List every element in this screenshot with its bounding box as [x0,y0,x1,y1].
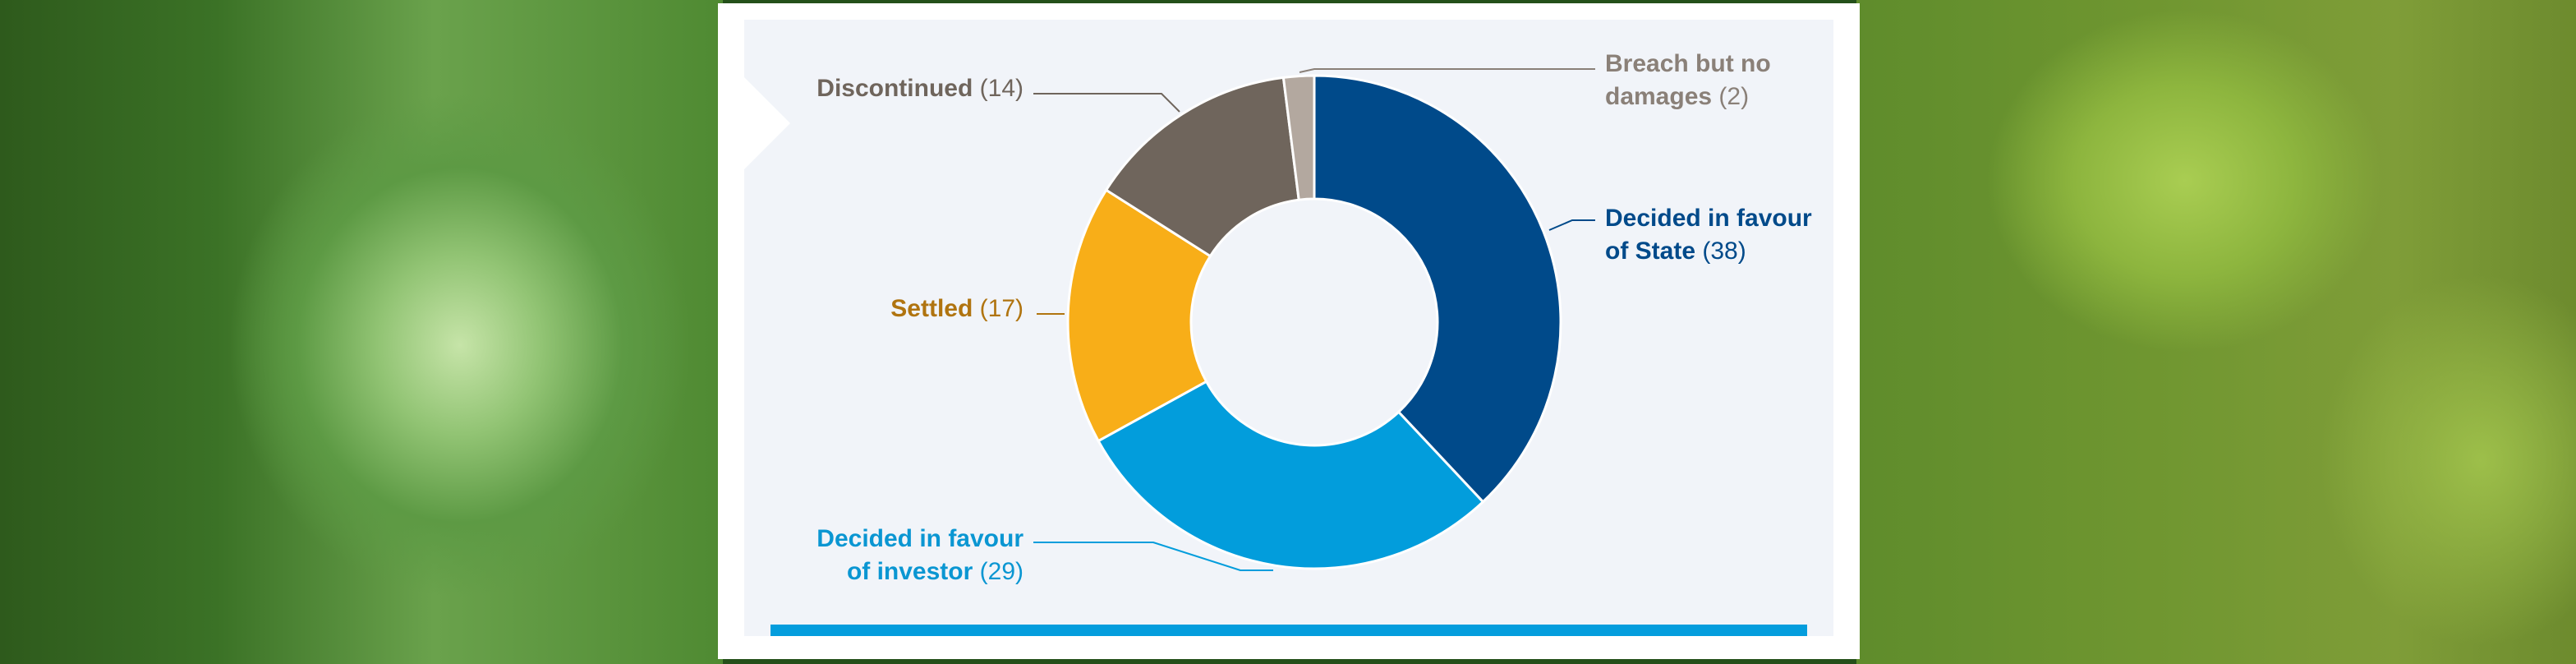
label-discontinued: Discontinued (14) [816,75,1024,102]
donut-slices [1066,74,1562,570]
slice-1 [1097,380,1485,570]
label-decided-state: Decided in favour of State (38) [1605,205,1812,265]
leader-line-3 [1033,93,1180,113]
slice-0 [1313,74,1562,504]
leader-lines [1033,68,1595,571]
slice-2 [1066,188,1212,443]
leader-line-1 [1033,542,1273,571]
leader-line-4 [1299,68,1595,73]
label-breach-no-damages: Breach but no damages (2) [1605,50,1771,110]
slice-3 [1104,76,1300,258]
background-left [0,0,723,664]
label-decided-investor: Decided in favour of investor (29) [816,525,1024,585]
panel-notch [744,77,790,169]
label-settled: Settled (17) [890,295,1024,322]
background-right [1856,0,2576,664]
slice-4 [1281,74,1316,201]
panel-bottom-bar [770,625,1807,636]
leader-line-0 [1548,219,1595,231]
